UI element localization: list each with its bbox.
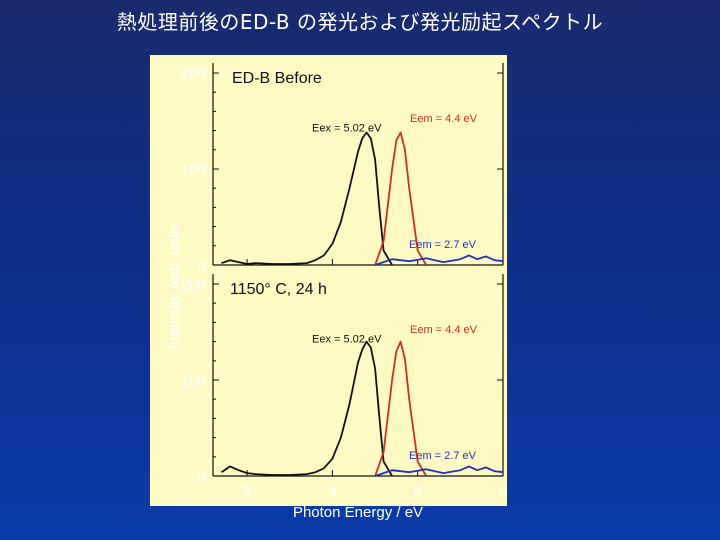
y-tick-label: 0 xyxy=(198,257,206,274)
x-tick-label: 3 xyxy=(243,483,251,500)
series-line-emission-2-7-ev xyxy=(374,254,504,266)
series-line-emission-5-02-ev-excitation xyxy=(374,340,427,477)
bottom-panel-background xyxy=(150,264,507,506)
x-axis-title: Photon Energy / eV xyxy=(293,504,423,521)
panel-label: 1150° C, 24 h xyxy=(230,281,327,298)
y-tick-label: 200 xyxy=(181,276,206,293)
annotation-label: Eem = 4.4 eV xyxy=(410,113,478,125)
panel-bottom: 0 100 200 3 4 5 6 1150° C, 24 h Eex = 5.02 eV Eem… xyxy=(181,274,507,500)
y-tick-label: 0 xyxy=(198,468,206,485)
slide-title: 熱処理前後のED-B の発光および発光励起スペクトル xyxy=(116,10,604,34)
annotation-label: Eex = 5.02 eV xyxy=(312,334,382,346)
top-panel-background xyxy=(150,55,507,269)
series-line-emission-5-02-ev-excitation xyxy=(374,131,427,266)
panel-top: 0 100 200 ED-B Before Eex = 5.02 eV Eem = 4.4… xyxy=(181,63,504,274)
annotation-label: Eem = 2.7 eV xyxy=(409,239,477,251)
y-tick-label: 100 xyxy=(181,161,206,178)
series-line-emission-2-7-ev xyxy=(374,465,504,477)
series-line-excitation xyxy=(220,340,393,477)
y-tick-label: 200 xyxy=(181,65,206,82)
y-axis-title: Intensity /arb. units xyxy=(166,223,183,349)
x-tick-label: 4 xyxy=(328,483,336,500)
annotation-label: Eem = 4.4 eV xyxy=(410,324,478,336)
x-tick-label: 5 xyxy=(414,483,422,500)
y-tick-label: 100 xyxy=(181,372,206,389)
annotation-label: Eem = 2.7 eV xyxy=(409,450,477,462)
panel-label: ED-B Before xyxy=(232,70,322,87)
annotation-label: Eex = 5.02 eV xyxy=(312,123,382,135)
x-tick-label: 6 xyxy=(499,483,507,500)
series-line-excitation xyxy=(221,131,393,266)
